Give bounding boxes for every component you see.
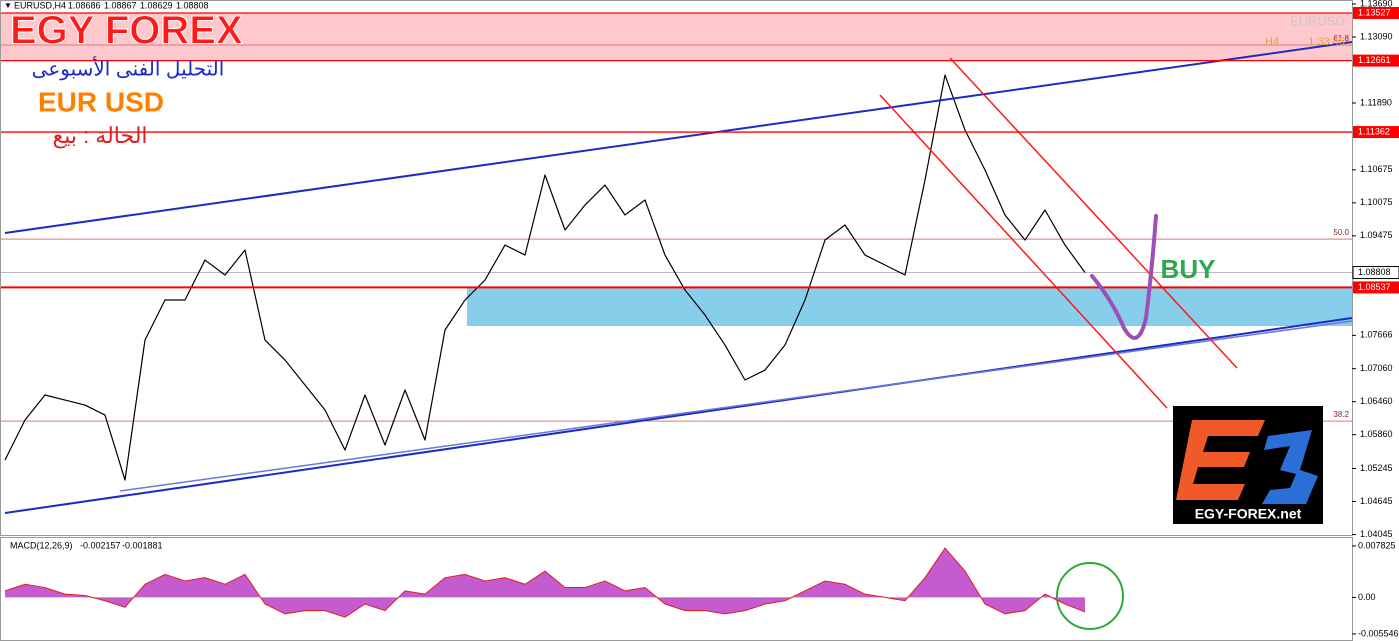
- brand-title: EGY FOREX: [10, 9, 243, 53]
- sell-zone: [1, 12, 1352, 61]
- underlay: 61.8 50.0 38.2: [1, 12, 1352, 481]
- macd-title: MACD(12,26,9): [10, 540, 73, 550]
- timeframe: H4: [1265, 36, 1279, 48]
- level-tag: [1353, 126, 1399, 139]
- y-tick-label: 1.11890: [1360, 97, 1392, 107]
- fib-label: 50.0: [1333, 228, 1349, 237]
- header-low: 1.08629: [140, 0, 173, 10]
- bar-countdown: 1:33:45: [1308, 36, 1345, 48]
- level-tag: [1353, 54, 1399, 67]
- channel-line: [879, 94, 1168, 409]
- logo-3: [1262, 430, 1318, 504]
- macd-outline: [4, 547, 1086, 618]
- macd-signal: -0.001881: [122, 540, 163, 550]
- y-tick-label: 1.06460: [1360, 396, 1393, 406]
- price-tag: [1352, 266, 1399, 280]
- trend-line: [119, 320, 1353, 492]
- fib-label: 61.8: [1333, 34, 1349, 43]
- logo-e: [1176, 420, 1265, 500]
- highlight-circle: [1056, 562, 1124, 630]
- header-arrow: ▼: [4, 1, 12, 10]
- header-close: 1.08808: [176, 0, 209, 10]
- trend-line: [4, 317, 1353, 514]
- level-label: 1.08537: [1358, 282, 1391, 292]
- fib-label: 38.2: [1333, 410, 1349, 419]
- buy-zone: [467, 287, 1352, 326]
- buy-signal: BUY: [1161, 254, 1216, 284]
- y-tick-label: 1.07666: [1360, 330, 1393, 340]
- header-open: 1.08686: [68, 0, 101, 10]
- channel-line: [949, 57, 1238, 369]
- level-label: 1.12661: [1358, 55, 1391, 65]
- macd-y-tick-label: 0.00: [1358, 592, 1376, 602]
- symbol-watermark: EURUSD: [1290, 13, 1345, 28]
- y-tick-label: 1.05245: [1360, 463, 1393, 473]
- macd-main: -0.002157: [80, 540, 121, 550]
- status-label: الحالة : بيع: [52, 123, 147, 149]
- y-tick-label: 1.13090: [1360, 31, 1393, 41]
- level-label: 1.11362: [1358, 126, 1390, 136]
- y-tick-label: 1.10675: [1360, 164, 1393, 174]
- price-tag-label: 1.08808: [1358, 267, 1391, 277]
- logo-text: EGY-FOREX.net: [1195, 506, 1302, 522]
- macd-y-tick-label: 0.007825: [1358, 540, 1396, 550]
- macd-y-tick-label: -0.005546: [1358, 628, 1399, 638]
- price-line: [4, 74, 1086, 481]
- pair-title: EUR USD: [38, 86, 164, 117]
- header-symbol: EURUSD,H4: [14, 0, 66, 10]
- overlay-layer: [1, 12, 1352, 289]
- logo: EGY-FOREX.net: [1173, 406, 1323, 524]
- analysis-subtitle: التحليل الفنى الأسبوعى: [32, 55, 225, 80]
- level-label: 1.13527: [1358, 7, 1391, 17]
- projection-curve: [1090, 214, 1158, 340]
- level-tag: [1353, 281, 1399, 294]
- y-tick-label: 1.04645: [1360, 496, 1393, 506]
- macd-histogram: [5, 548, 1085, 618]
- y-tick-label: 1.13690: [1360, 0, 1393, 8]
- level-tag: [1353, 6, 1399, 19]
- y-tick-label: 1.07060: [1360, 363, 1393, 373]
- y-tick-label: 1.05860: [1360, 429, 1393, 439]
- header-high: 1.08867: [104, 0, 137, 10]
- trend-line: [4, 41, 1353, 234]
- y-tick-label: 1.04045: [1360, 529, 1393, 539]
- y-tick-label: 1.09475: [1360, 230, 1393, 240]
- y-tick-label: 1.10075: [1360, 197, 1393, 207]
